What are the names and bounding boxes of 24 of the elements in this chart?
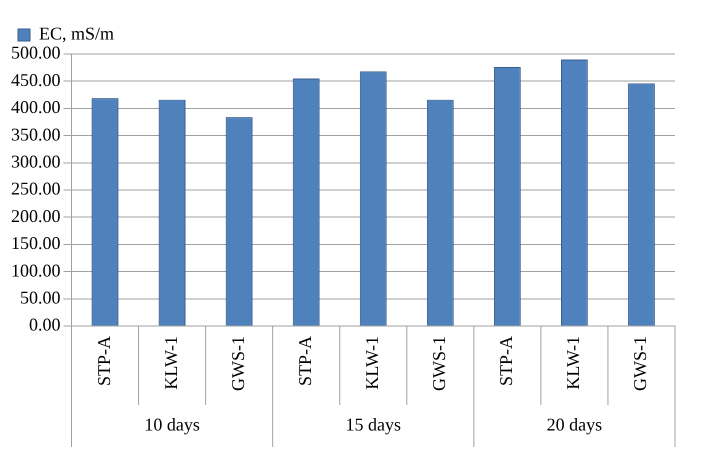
x-tick-label: GWS-1 <box>429 336 450 392</box>
text: 10 days <box>144 414 200 435</box>
y-tick-label: 400.00 <box>11 97 60 118</box>
y-tick-label: 300.00 <box>11 152 60 172</box>
y-tick-label: 0.00 <box>29 314 60 335</box>
legend-label: EC, mS/m <box>39 24 114 44</box>
y-tick-label: 150.00 <box>11 233 60 254</box>
x-tick-label: STP-A <box>496 336 516 386</box>
text: 15 days <box>346 414 401 435</box>
x-tick-label: KLW-1 <box>563 336 584 390</box>
x-tick-label: STP-A <box>294 336 315 386</box>
x-tick-label: GWS-1 <box>630 336 650 392</box>
y-tick-label: 250.00 <box>11 178 60 199</box>
y-tick-label: 50.00 <box>20 288 60 308</box>
x-tick-label: KLW-1 <box>362 336 382 390</box>
y-tick-label: 200.00 <box>11 206 60 226</box>
y-tick-label: 100.00 <box>11 260 60 280</box>
x-tick-label: KLW-1 <box>160 336 181 390</box>
y-tick-label: 500.00 <box>11 42 60 63</box>
y-tick-label: 450.00 <box>11 70 60 90</box>
y-tick-label: 350.00 <box>11 124 60 144</box>
x-tick-label: GWS-1 <box>228 336 248 392</box>
text: 20 days <box>546 414 602 435</box>
x-tick-label: STP-A <box>94 336 114 386</box>
